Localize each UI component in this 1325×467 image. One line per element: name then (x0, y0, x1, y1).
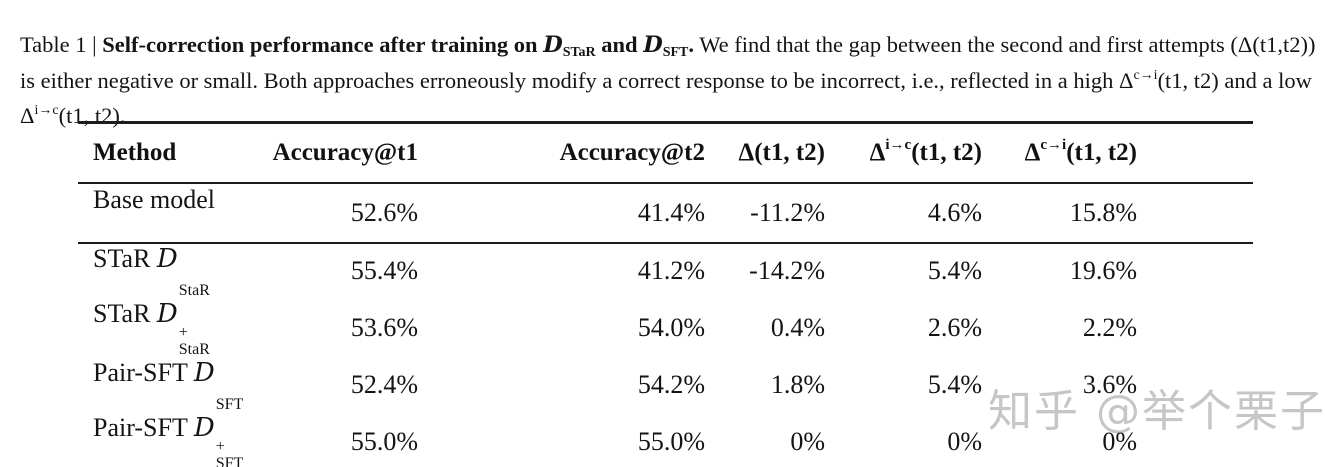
method-cell: STaR D StaR (78, 243, 263, 299)
cell-accuracy-t2: 55.0% (637, 427, 705, 456)
col-header-delta: Δ(t1, t2) (738, 138, 825, 166)
caption-bold-title: Self-correction performance after traini… (102, 31, 544, 57)
method-name: Pair-SFT (93, 357, 194, 387)
cell-delta-i-to-c: 2.6% (927, 313, 982, 342)
cell-delta: -11.2% (750, 197, 825, 227)
cell-accuracy-t1: 53.6% (350, 313, 418, 342)
delta-symbol: Δ (869, 138, 886, 166)
cell-delta: 0% (790, 427, 825, 456)
c-to-i-superscript: c→i (1040, 136, 1067, 153)
results-table: Method Accuracy@t1 Accuracy@t2 Δ(t1, t2)… (78, 121, 1253, 467)
zhihu-watermark: 知乎 @举个栗子 (988, 386, 1325, 437)
method-cell: Pair-SFT D SFT (78, 358, 263, 413)
script-d-sft-icon: D (643, 31, 663, 58)
cell-delta-i-to-c: 5.4% (927, 370, 982, 399)
table-row-pairsft-dsft: Pair-SFT D SFT 52.4% 54.2% 1.8% 5.4% 3.6% (78, 358, 1253, 413)
method-name: STaR (93, 243, 157, 273)
table-row-pairsft-dsft-plus: Pair-SFT D + SFT 55.0% 55.0% 0% 0% 0% (78, 413, 1253, 467)
caption-body-1: We find that the gap between the second … (20, 31, 1316, 93)
row-spacer (1137, 358, 1253, 413)
i-to-c-superscript: i→c (885, 136, 912, 153)
cell-accuracy-t2: 41.4% (637, 197, 705, 227)
table-header: Method Accuracy@t1 Accuracy@t2 Δ(t1, t2)… (78, 123, 1253, 183)
cell-accuracy-t1: 55.4% (350, 256, 418, 285)
dataset-plus-superscript: + (215, 437, 225, 455)
delta-args: (t1, t2) (1066, 138, 1137, 166)
trained-models-block: STaR D StaR 55.4% 41.2% -14.2% 5.4% 19.6%… (78, 243, 1253, 467)
caption-d2-subscript: SFT (662, 44, 689, 60)
col-header-accuracy-t2: Accuracy@t2 (559, 138, 705, 166)
cell-accuracy-t2: 54.2% (637, 370, 705, 399)
caption-label: Table 1 | (20, 31, 103, 57)
cell-delta: 0.4% (770, 313, 825, 342)
dataset-subscript: StaR (178, 281, 210, 299)
script-d-icon: D (156, 298, 178, 329)
cell-delta-c-to-i: 19.6% (1069, 256, 1137, 285)
dataset-subscript: SFT (215, 454, 244, 467)
row-spacer (1137, 413, 1253, 467)
col-header-delta-c-to-i: Δc→i(t1, t2) (982, 123, 1137, 183)
base-model-block: Base model 52.6% 41.4% -11.2% 4.6% 15.8% (78, 183, 1253, 243)
dataset-script: + StaR (179, 324, 210, 358)
cell-accuracy-t1: 52.4% (350, 370, 418, 399)
table-caption: Table 1 | Self-correction performance af… (20, 27, 1318, 133)
header-row: Method Accuracy@t1 Accuracy@t2 Δ(t1, t2)… (78, 123, 1253, 183)
table-row-star-dstar-plus: STaR D + StaR 53.6% 54.0% 0.4% 2.6% 2.2% (78, 299, 1253, 358)
dataset-subscript: SFT (215, 395, 244, 413)
caption-sup-c-to-i: c→i (1133, 67, 1158, 83)
script-d-icon: D (193, 412, 215, 443)
caption-d1-subscript: STaR (562, 44, 596, 60)
caption-bold-and: and (595, 31, 644, 57)
method-cell: Base model (78, 183, 263, 243)
header-spacer (1137, 123, 1253, 183)
table-row-star-dstar: STaR D StaR 55.4% 41.2% -14.2% 5.4% 19.6% (78, 243, 1253, 299)
row-spacer (1137, 183, 1253, 243)
caption-body-2: (t1, t2) and a low Δ (20, 67, 1312, 128)
cell-delta-c-to-i: 15.8% (1069, 197, 1137, 227)
col-header-accuracy-t1: Accuracy@t1 (272, 138, 418, 166)
delta-args: (t1, t2) (911, 138, 982, 166)
col-header-method: Method (93, 138, 177, 166)
cell-delta: -14.2% (749, 256, 825, 285)
cell-delta-i-to-c: 5.4% (927, 256, 982, 285)
cell-accuracy-t2: 41.2% (637, 256, 705, 285)
script-d-icon: D (156, 243, 178, 274)
row-spacer (1137, 243, 1253, 299)
cell-delta-c-to-i: 2.2% (1082, 313, 1137, 342)
script-d-star-icon: D (543, 31, 563, 58)
row-spacer (1137, 299, 1253, 358)
script-d-icon: D (193, 357, 215, 388)
dataset-script: + SFT (216, 438, 244, 467)
dataset-subscript: StaR (178, 340, 210, 358)
cell-delta-c-to-i: 3.6% (1082, 370, 1137, 399)
method-name: Pair-SFT (93, 412, 194, 442)
caption-bold-period: . (688, 31, 695, 57)
method-cell: Pair-SFT D + SFT (78, 413, 263, 467)
cell-accuracy-t1: 52.6% (350, 197, 418, 227)
method-name: Base model (93, 185, 216, 214)
dataset-script: StaR (179, 265, 210, 299)
dataset-script: SFT (216, 379, 244, 413)
method-name: STaR (93, 298, 157, 328)
cell-delta-i-to-c: 4.6% (927, 197, 982, 227)
dataset-plus-superscript: + (178, 323, 188, 341)
caption-sup-i-to-c: i→c (34, 102, 59, 118)
delta-symbol: Δ (1024, 138, 1041, 166)
cell-accuracy-t2: 54.0% (637, 313, 705, 342)
cell-delta-c-to-i: 0% (1102, 427, 1137, 456)
col-header-delta-i-to-c: Δi→c(t1, t2) (825, 123, 982, 183)
cell-accuracy-t1: 55.0% (350, 427, 418, 456)
cell-delta: 1.8% (770, 370, 825, 399)
cell-delta-i-to-c: 0% (947, 427, 982, 456)
method-cell: STaR D + StaR (78, 299, 263, 358)
table-row-base-model: Base model 52.6% 41.4% -11.2% 4.6% 15.8% (78, 183, 1253, 243)
